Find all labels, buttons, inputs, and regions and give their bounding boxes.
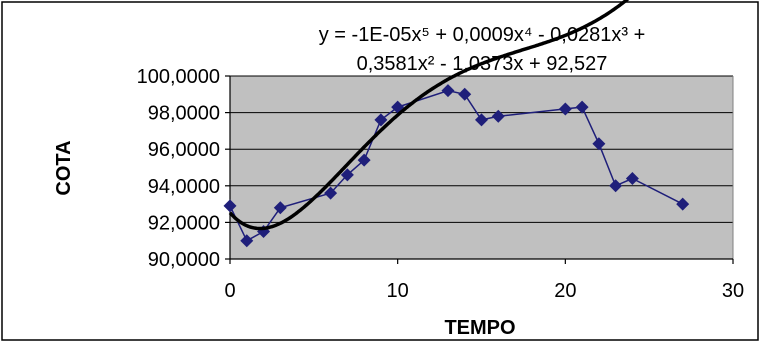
data-point <box>558 102 572 116</box>
tick-labels: 90,0000 92,0000 94,0000 96,0000 98,0000 100,0… <box>137 66 745 302</box>
y-axis-title: COTA <box>53 140 75 195</box>
data-point <box>609 179 623 193</box>
data-point <box>240 234 254 248</box>
data-point <box>324 186 338 200</box>
y-tick-label: 94,0000 <box>148 176 220 198</box>
x-tick-label: 10 <box>387 280 409 302</box>
x-tick-label: 30 <box>722 280 744 302</box>
series-layer <box>223 84 690 248</box>
y-tick-label: 96,0000 <box>148 139 220 161</box>
data-point <box>491 109 505 123</box>
axes <box>225 75 734 264</box>
data-point <box>475 113 488 127</box>
data-point <box>676 197 690 211</box>
trendline-equation-line-2: 0,3581x² - 1,0373x + 92,527 <box>357 53 608 75</box>
y-tick-label: 92,0000 <box>148 212 220 234</box>
data-point <box>441 84 455 98</box>
x-tick-label: 0 <box>224 280 235 302</box>
trendline <box>228 0 630 231</box>
data-point <box>340 168 354 182</box>
data-point <box>357 153 371 167</box>
data-point <box>575 100 589 114</box>
x-tick-label: 20 <box>554 280 576 302</box>
data-point <box>273 201 287 215</box>
data-point <box>223 199 237 213</box>
trendline-equation-line-1: y = -1E-05x⁵ + 0,0009x⁴ - 0,0281x³ + <box>319 24 646 46</box>
data-point <box>374 113 388 127</box>
y-tick-label: 100,0000 <box>137 66 220 88</box>
gridlines <box>230 75 733 223</box>
plot-area <box>230 76 733 259</box>
data-point <box>625 171 639 185</box>
data-point <box>592 137 606 151</box>
trend-layer <box>228 0 630 231</box>
y-tick-label: 98,0000 <box>148 103 220 125</box>
x-axis-title: TEMPO <box>444 317 515 339</box>
y-tick-label: 90,0000 <box>148 249 220 271</box>
data-point <box>458 87 472 101</box>
